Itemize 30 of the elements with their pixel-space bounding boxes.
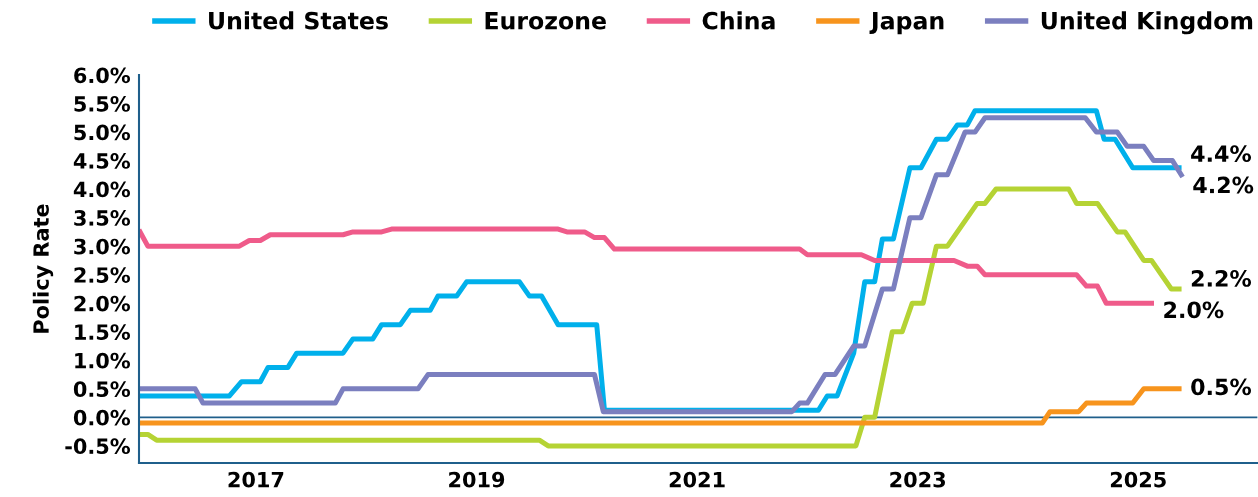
y-tick-label: -0.5% — [65, 438, 131, 455]
annotation: 4.4% — [1191, 145, 1252, 163]
y-tick-label: 1.0% — [75, 352, 130, 369]
annotation: 0.5% — [1191, 378, 1252, 396]
legend-label: United States — [209, 11, 388, 30]
y-tick-label: 2.5% — [74, 267, 130, 283]
y-tick-label: 2.0% — [74, 295, 130, 312]
y-tick-label: 5.5% — [74, 95, 130, 112]
x-tick-label: 2023 — [890, 471, 945, 488]
y-tick-label: 4.5% — [73, 153, 130, 169]
x-tick-label: 2025 — [1110, 471, 1166, 488]
y-tick-label: 3.0% — [74, 238, 130, 255]
annotation: 2.2% — [1191, 270, 1252, 287]
y-axis-title: Policy Rate — [32, 204, 54, 333]
annotation: 4.2% — [1193, 176, 1254, 194]
y-tick-label: 0.0% — [73, 409, 130, 426]
x-tick-label: 2019 — [449, 471, 505, 488]
y-tick-label: 4.0% — [73, 181, 130, 198]
legend-label: Eurozone — [485, 12, 606, 30]
legend-label: China — [702, 11, 775, 30]
x-tick-label: 2017 — [228, 471, 284, 488]
y-tick-label: 3.5% — [74, 210, 130, 226]
legend-label: Japan — [869, 12, 944, 35]
y-tick-label: 5.0% — [74, 124, 130, 141]
annotation: 2.0% — [1164, 301, 1224, 319]
y-tick-label: 0.5% — [73, 381, 130, 398]
legend-label: United Kingdom — [1041, 11, 1253, 35]
x-tick-label: 2021 — [669, 471, 725, 488]
y-tick-label: 1.5% — [75, 324, 130, 340]
y-tick-label: 6.0% — [74, 67, 130, 84]
